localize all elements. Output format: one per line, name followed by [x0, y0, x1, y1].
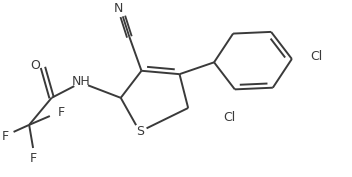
Text: Cl: Cl [310, 50, 323, 63]
Text: N: N [114, 2, 123, 15]
Text: F: F [30, 152, 37, 165]
Text: NH: NH [71, 75, 90, 88]
Text: O: O [30, 59, 40, 72]
Text: F: F [1, 130, 8, 143]
Text: S: S [136, 125, 144, 138]
Text: F: F [57, 105, 64, 119]
Text: Cl: Cl [223, 111, 235, 124]
